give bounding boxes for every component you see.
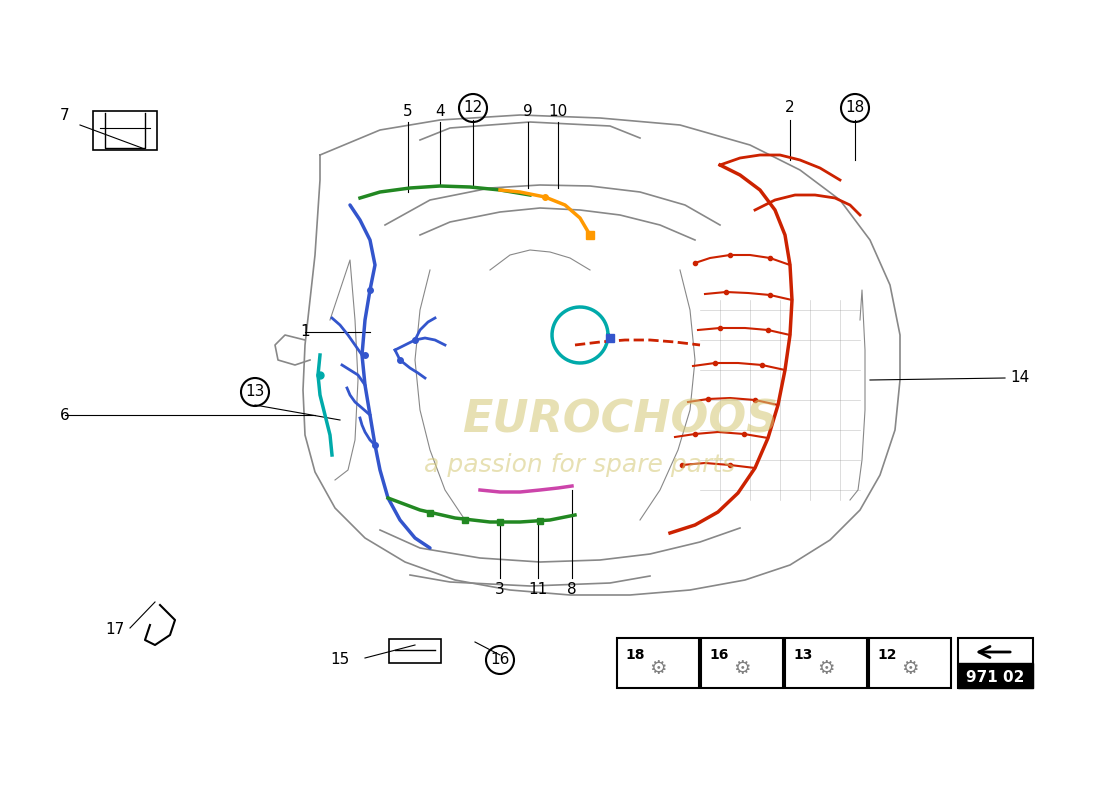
Text: 2: 2 xyxy=(785,101,795,115)
Text: ⚙: ⚙ xyxy=(649,658,667,678)
Text: 9: 9 xyxy=(524,105,532,119)
Text: 16: 16 xyxy=(491,653,509,667)
Bar xyxy=(958,663,1033,688)
FancyArrowPatch shape xyxy=(979,646,1010,658)
Text: 10: 10 xyxy=(549,105,568,119)
Text: 13: 13 xyxy=(245,385,265,399)
Text: 13: 13 xyxy=(793,648,813,662)
Text: 7: 7 xyxy=(60,107,69,122)
Text: ⚙: ⚙ xyxy=(901,658,918,678)
Text: 17: 17 xyxy=(106,622,124,638)
Text: 3: 3 xyxy=(495,582,505,598)
Text: EUROCHOOS: EUROCHOOS xyxy=(462,398,778,442)
Text: ⚙: ⚙ xyxy=(817,658,835,678)
Text: 1: 1 xyxy=(300,325,310,339)
Text: 12: 12 xyxy=(877,648,896,662)
Text: 14: 14 xyxy=(1011,370,1030,386)
Text: 5: 5 xyxy=(404,105,412,119)
Bar xyxy=(617,638,698,688)
Text: 18: 18 xyxy=(625,648,645,662)
Text: 15: 15 xyxy=(330,653,350,667)
Bar xyxy=(958,638,1033,688)
Text: 971 02: 971 02 xyxy=(966,670,1024,685)
Bar xyxy=(701,638,783,688)
Bar xyxy=(785,638,867,688)
Text: 8: 8 xyxy=(568,582,576,598)
Text: 11: 11 xyxy=(528,582,548,598)
Text: 6: 6 xyxy=(60,407,70,422)
Text: 16: 16 xyxy=(710,648,728,662)
Text: 12: 12 xyxy=(463,101,483,115)
Text: 4: 4 xyxy=(436,105,444,119)
Text: 18: 18 xyxy=(846,101,865,115)
Text: ⚙: ⚙ xyxy=(734,658,750,678)
Text: a passion for spare parts: a passion for spare parts xyxy=(425,453,736,477)
Bar xyxy=(869,638,952,688)
